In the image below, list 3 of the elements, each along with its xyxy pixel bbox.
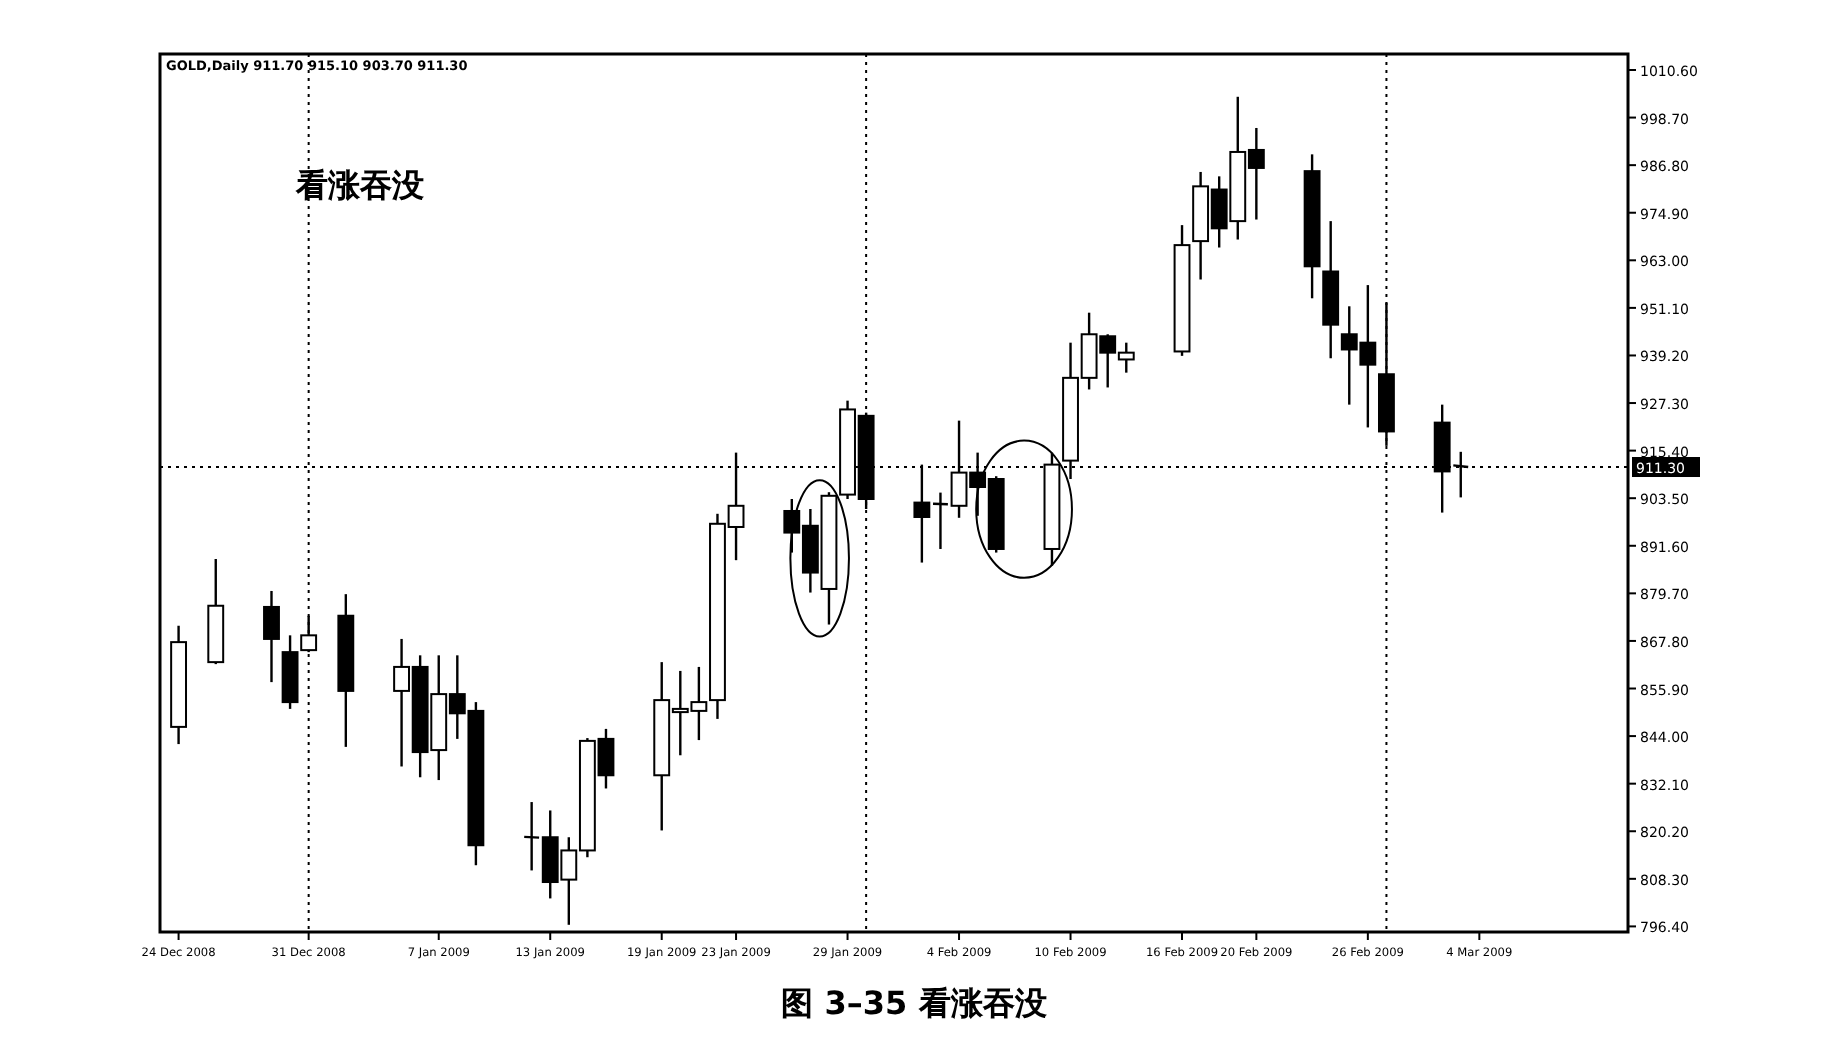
- text: 图 3–35 看涨吞没: [781, 984, 1049, 1022]
- annotation: 看涨吞没: [294, 166, 426, 204]
- candlestick: [263, 589, 280, 684]
